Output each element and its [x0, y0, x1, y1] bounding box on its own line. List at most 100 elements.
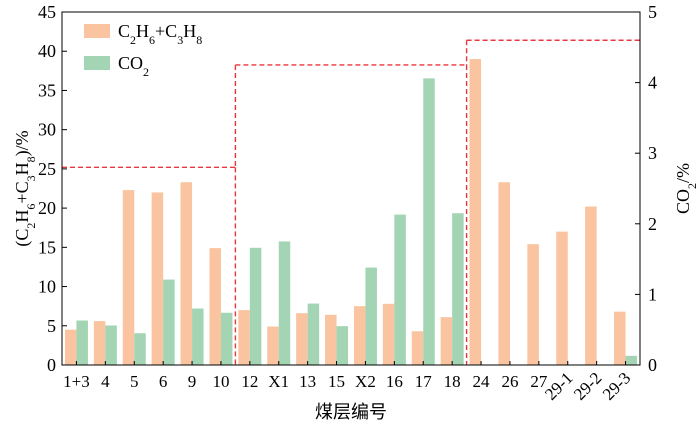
right-tick-label: 2 — [648, 214, 657, 234]
right-tick-label: 4 — [648, 73, 657, 93]
bar-co2 — [220, 312, 233, 365]
bars-group — [64, 59, 638, 366]
label-part: CO — [118, 53, 143, 73]
bar-c2h6-c3h8 — [614, 311, 626, 365]
bar-c2h6-c3h8 — [469, 59, 482, 366]
label-part: 3 — [24, 175, 38, 181]
x-tick-label: 29-3 — [599, 368, 634, 403]
bar-c2h6-c3h8 — [122, 190, 135, 365]
right-axis-title-group: CO2/% — [673, 163, 699, 214]
x-tick-label: 26 — [501, 372, 518, 391]
bar-c2h6-c3h8 — [180, 182, 193, 365]
bar-c2h6-c3h8 — [209, 248, 221, 365]
right-tick-label: 1 — [648, 284, 657, 304]
bar-co2 — [278, 241, 291, 365]
legend-label: CO2 — [118, 53, 149, 79]
bar-co2 — [307, 303, 320, 365]
label-part: H — [12, 210, 32, 223]
left-tick-label: 45 — [38, 2, 56, 22]
bar-co2 — [423, 78, 435, 365]
bar-c2h6-c3h8 — [296, 313, 308, 365]
bar-c2h6-c3h8 — [498, 182, 510, 365]
bar-c2h6-c3h8 — [556, 231, 568, 365]
x-tick-label: 29-2 — [570, 368, 605, 403]
label-part: +C — [155, 21, 177, 41]
x-tick-label: 6 — [159, 372, 168, 391]
bar-c2h6-c3h8 — [411, 331, 424, 365]
bar-co2 — [105, 325, 117, 365]
left-tick-label: 5 — [47, 316, 56, 336]
bar-c2h6-c3h8 — [585, 206, 597, 365]
x-tick-label: 12 — [241, 372, 258, 391]
x-tick-label: 18 — [444, 372, 461, 391]
bar-c2h6-c3h8 — [64, 329, 77, 365]
label-part: 2 — [685, 183, 699, 189]
left-tick-label: 35 — [38, 80, 56, 100]
x-tick-label: 24 — [473, 372, 491, 391]
x-axis-title: 煤层编号 — [315, 402, 387, 422]
bar-c2h6-c3h8 — [151, 192, 164, 365]
label-part: 6 — [24, 204, 38, 210]
plot-frame — [61, 11, 641, 366]
right-tick-label: 0 — [648, 355, 657, 375]
bar-c2h6-c3h8 — [353, 306, 366, 365]
x-axis: 1+3 4 5 6 9 10 12 X1 13 15 X2 16 17 18 24 26 2729-129-22… — [63, 361, 634, 404]
bar-c2h6-c3h8 — [382, 303, 395, 365]
right-tick-label: 3 — [648, 143, 657, 163]
x-tick-label: 15 — [328, 372, 345, 391]
label-part: CO — [673, 189, 693, 214]
label-part: 3 — [177, 33, 183, 47]
x-tick-label: 1+3 — [63, 372, 90, 391]
left-axis: 0 5 10 15 20 25 30 35 40 45 — [38, 2, 67, 375]
x-tick-label: 10 — [212, 372, 229, 391]
left-tick-label: 15 — [38, 237, 56, 257]
label-part: (C — [12, 229, 33, 247]
bar-co2 — [76, 320, 88, 365]
bar-c2h6-c3h8 — [93, 321, 106, 365]
bar-c2h6-c3h8 — [267, 326, 279, 365]
label-part: 2 — [130, 33, 136, 47]
left-tick-label: 30 — [38, 120, 56, 140]
left-tick-label: 20 — [38, 198, 56, 218]
label-part: H — [136, 21, 149, 41]
label-part: 8 — [196, 33, 202, 47]
legend-swatch — [84, 24, 110, 38]
bar-co2 — [249, 247, 262, 365]
label-part: )/% — [12, 130, 33, 156]
x-tick-label: 9 — [188, 372, 197, 391]
left-tick-label: 0 — [47, 355, 56, 375]
bar-co2 — [625, 355, 638, 365]
left-tick-label: 25 — [38, 159, 56, 179]
bar-c2h6-c3h8 — [440, 317, 453, 365]
right-tick-label: 5 — [648, 2, 657, 22]
left-tick-label: 40 — [38, 41, 56, 61]
bar-co2 — [134, 333, 146, 365]
bar-co2 — [192, 308, 204, 365]
right-axis-title: CO2/% — [673, 163, 699, 214]
label-part: C — [118, 21, 130, 41]
label-part: 8 — [24, 156, 38, 162]
x-tick-label: 13 — [299, 372, 316, 391]
reference-lines — [62, 39, 640, 365]
x-tick-label: 27 — [530, 372, 548, 391]
label-part: +C — [12, 181, 32, 203]
label-part: 2 — [143, 65, 149, 79]
x-tick-label: X2 — [355, 372, 376, 391]
right-axis: 0 1 2 3 4 5 — [635, 2, 657, 375]
left-axis-title-group: (C2H6+C3H8)/% — [12, 130, 38, 246]
left-axis-title: (C2H6+C3H8)/% — [12, 130, 38, 246]
x-tick-label: 5 — [130, 372, 139, 391]
legend-label: C2H6+C3H8 — [118, 21, 202, 47]
label-part: H — [12, 162, 32, 175]
bar-co2 — [365, 267, 377, 365]
x-tick-label: 17 — [415, 372, 433, 391]
label-part: /% — [673, 163, 693, 183]
bar-c2h6-c3h8 — [325, 314, 337, 365]
label-part: 6 — [149, 33, 155, 47]
bar-co2 — [452, 213, 464, 365]
bar-co2 — [394, 214, 406, 365]
label-part: 2 — [24, 223, 38, 229]
